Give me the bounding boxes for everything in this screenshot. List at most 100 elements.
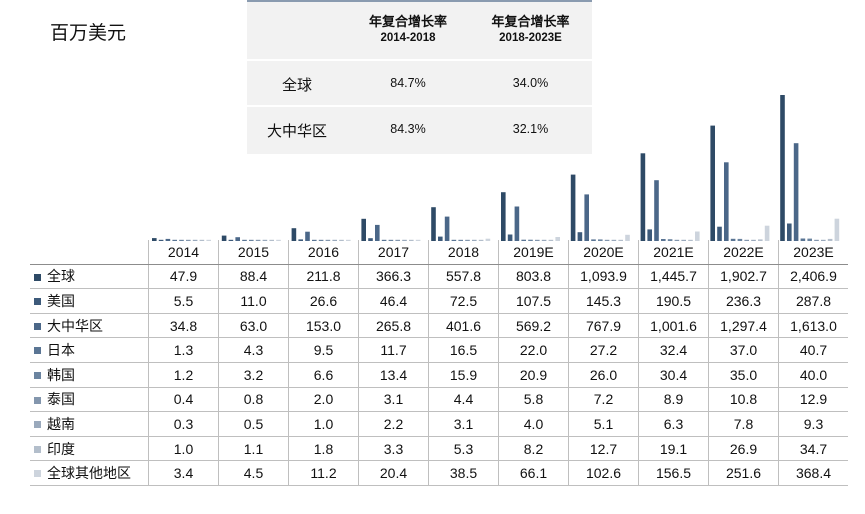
year-label-2022E: 2022E [708, 240, 779, 265]
data-cell: 1,001.6 [638, 313, 709, 339]
series-legend: 韩国 [30, 362, 149, 388]
bar-2018-美国 [438, 236, 443, 241]
data-cell: 8.9 [638, 387, 709, 413]
data-cell: 1,093.9 [568, 264, 639, 290]
data-cell: 107.5 [498, 288, 569, 314]
data-cell: 11.2 [288, 460, 359, 486]
bar-2014-全球 [152, 238, 157, 241]
series-name: 全球其他地区 [47, 465, 131, 482]
series-row: 韩国 1.2 3.2 6.6 13.4 15.9 20.9 26.0 30.4 35.0 40.0 [30, 362, 848, 388]
data-cell: 803.8 [498, 264, 569, 290]
series-row: 印度 1.0 1.1 1.8 3.3 5.3 8.2 12.7 19.1 26.9 34.7 [30, 436, 848, 462]
data-cell: 34.7 [778, 436, 848, 462]
data-cell: 1.0 [288, 411, 359, 437]
cagr-row-value: 32.1% [512, 122, 549, 136]
data-cell: 7.2 [568, 387, 639, 413]
data-cell: 9.5 [288, 337, 359, 363]
year-label-2015: 2015 [218, 240, 289, 265]
series-name: 美国 [47, 292, 75, 309]
bar-2016-大中华区 [305, 231, 310, 241]
cagr-header-1-title: 年复合增长率 [368, 14, 447, 29]
bar-2023E-韩国 [807, 238, 812, 241]
data-cell: 7.8 [708, 411, 779, 437]
data-table-body: 全球 47.9 88.4 211.8 366.3 557.8 803.8 1,093.9 1,4… [30, 264, 848, 486]
bar-2017-全球 [361, 218, 366, 241]
bar-2017-美国 [368, 238, 373, 241]
series-legend: 越南 [30, 411, 149, 437]
bar-2022E-韩国 [737, 238, 743, 241]
data-cell: 1,445.7 [638, 264, 709, 290]
bar-2014-大中华区 [165, 238, 171, 241]
data-cell: 102.6 [568, 460, 639, 486]
legend-swatch [34, 470, 41, 478]
series-row: 大中华区 34.8 63.0 153.0 265.8 401.6 569.2 767.9 1,0… [30, 313, 848, 339]
corner-cell [30, 240, 149, 265]
data-cell: 22.0 [498, 337, 569, 363]
data-cell: 3.1 [428, 411, 499, 437]
data-cell: 19.1 [638, 436, 709, 462]
data-cell: 145.3 [568, 288, 639, 314]
data-cell: 88.4 [218, 264, 289, 290]
data-cell: 0.8 [218, 387, 289, 413]
cagr-header-2-period: 2018-2023E [499, 32, 562, 44]
cagr-row-value: 34.0% [512, 76, 549, 90]
data-cell: 156.5 [638, 460, 709, 486]
cagr-header-1-period: 2014-2018 [380, 32, 436, 44]
data-cell: 72.5 [428, 288, 499, 314]
data-cell: 3.4 [148, 460, 219, 486]
data-cell: 3.3 [358, 436, 429, 462]
data-cell: 3.1 [358, 387, 429, 413]
data-cell: 40.7 [778, 337, 848, 363]
cagr-row-value: 84.3% [390, 122, 426, 136]
cagr-row-label: 全球 [281, 77, 312, 94]
data-cell: 34.8 [148, 313, 219, 339]
series-row: 美国 5.5 11.0 26.6 46.4 72.5 107.5 145.3 190.5 236.… [30, 288, 848, 314]
data-cell: 4.5 [218, 460, 289, 486]
data-cell: 287.8 [778, 288, 848, 314]
data-cell: 1,613.0 [778, 313, 848, 339]
bar-2023E-印度 [827, 238, 833, 241]
data-cell: 236.3 [708, 288, 779, 314]
bar-2023E-大中华区 [793, 143, 799, 241]
legend-swatch [34, 372, 41, 380]
data-cell: 8.2 [498, 436, 569, 462]
bar-2020E-全球其他地区 [625, 234, 630, 241]
series-legend: 全球 [30, 264, 149, 290]
data-cell: 11.7 [358, 337, 429, 363]
series-legend: 日本 [30, 337, 149, 363]
year-label-2019E: 2019E [498, 240, 569, 265]
series-row: 全球其他地区 3.4 4.5 11.2 20.4 38.5 66.1 102.6 156.5 25… [30, 460, 848, 486]
legend-swatch [34, 445, 41, 453]
legend-swatch [34, 273, 41, 281]
data-cell: 26.6 [288, 288, 359, 314]
series-legend: 泰国 [30, 387, 149, 413]
bar-2022E-美国 [717, 226, 722, 241]
series-legend: 大中华区 [30, 313, 149, 339]
legend-swatch [34, 322, 41, 330]
bar-2016-全球 [291, 228, 297, 241]
bar-2023E-全球 [780, 95, 785, 241]
cagr-row-label: 大中华区 [266, 123, 327, 140]
cagr-divider [247, 105, 592, 107]
data-cell: 1,297.4 [708, 313, 779, 339]
data-cell: 16.5 [428, 337, 499, 363]
data-cell: 265.8 [358, 313, 429, 339]
data-cell: 63.0 [218, 313, 289, 339]
cagr-header-1: 年复合增长率 2014-2018 [347, 14, 469, 46]
legend-swatch [34, 421, 41, 429]
data-cell: 1.8 [288, 436, 359, 462]
data-cell: 3.2 [218, 362, 289, 388]
series-row: 越南 0.3 0.5 1.0 2.2 3.1 4.0 5.1 6.3 7.8 9.3 [30, 411, 848, 437]
data-cell: 32.4 [638, 337, 709, 363]
data-cell: 5.1 [568, 411, 639, 437]
bar-2019E-全球其他地区 [555, 237, 560, 241]
bar-2019E-美国 [507, 234, 513, 241]
data-cell: 767.9 [568, 313, 639, 339]
data-cell: 0.5 [218, 411, 289, 437]
series-legend: 全球其他地区 [30, 460, 149, 486]
bar-2020E-大中华区 [584, 194, 589, 241]
data-cell: 26.9 [708, 436, 779, 462]
bar-2022E-全球其他地区 [764, 225, 770, 241]
data-cell: 5.8 [498, 387, 569, 413]
year-label-2020E: 2020E [568, 240, 639, 265]
